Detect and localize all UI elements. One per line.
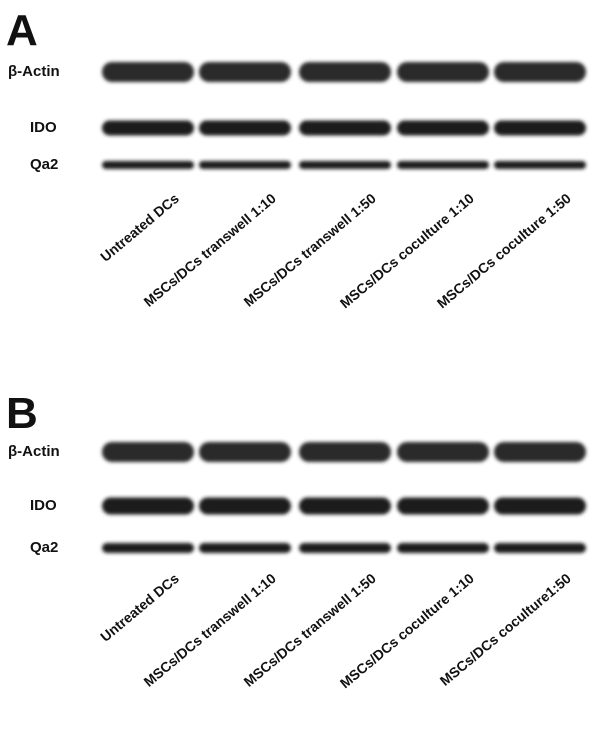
row-label: Qa2 <box>30 539 58 556</box>
blot-band <box>494 498 586 515</box>
blot-band <box>299 543 391 553</box>
blot-band <box>494 121 586 136</box>
row-label: β-Actin <box>8 63 60 80</box>
blot-band <box>397 543 489 553</box>
blot-band <box>199 498 291 515</box>
blot-band <box>102 161 194 169</box>
blot-band <box>199 62 291 82</box>
row-label: IDO <box>30 497 57 514</box>
panel-label: B <box>6 389 38 438</box>
blot-band <box>397 161 489 169</box>
blot-band <box>397 121 489 136</box>
blot-band <box>397 498 489 515</box>
blot-band <box>102 62 194 82</box>
blot-band <box>102 442 194 462</box>
blot-band <box>199 543 291 553</box>
blot-figure: Aβ-ActinIDOQa2Untreated DCsMSCs/DCs tran… <box>0 0 605 729</box>
row-label: Qa2 <box>30 156 58 173</box>
blot-band <box>494 62 586 82</box>
blot-band <box>299 442 391 462</box>
row-label: IDO <box>30 119 57 136</box>
blot-band <box>299 161 391 169</box>
blot-band <box>199 442 291 462</box>
blot-band <box>397 62 489 82</box>
blot-band <box>397 442 489 462</box>
blot-band <box>494 161 586 169</box>
blot-band <box>199 161 291 169</box>
blot-band <box>102 543 194 553</box>
blot-band <box>299 62 391 82</box>
blot-band <box>299 498 391 515</box>
panel-label: A <box>6 6 38 55</box>
blot-band <box>102 498 194 515</box>
blot-band <box>494 442 586 462</box>
blot-band <box>494 543 586 553</box>
blot-band <box>299 121 391 136</box>
row-label: β-Actin <box>8 443 60 460</box>
blot-band <box>199 121 291 136</box>
blot-band <box>102 121 194 136</box>
